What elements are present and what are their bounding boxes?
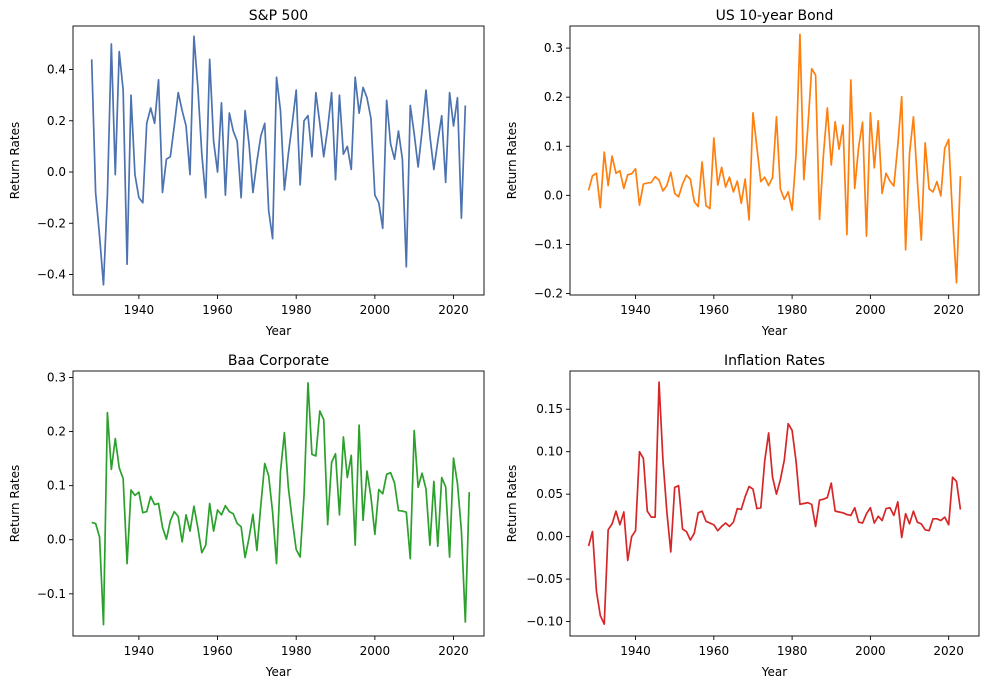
x-tick-label: 2000 bbox=[855, 303, 886, 317]
y-tick-label: 0.0 bbox=[47, 533, 66, 547]
axes-frame bbox=[569, 370, 980, 637]
series-line bbox=[587, 381, 962, 625]
x-tick-label: 1960 bbox=[202, 303, 233, 317]
series-line bbox=[90, 35, 467, 286]
y-axis-label: Return Rates bbox=[505, 465, 519, 542]
y-tick-label: 0.2 bbox=[544, 90, 563, 104]
x-tick-label: 1940 bbox=[620, 303, 651, 317]
y-tick-label: 0.2 bbox=[47, 425, 66, 439]
y-tick-label: 0.3 bbox=[47, 370, 66, 384]
chart-title: US 10-year Bond bbox=[716, 8, 834, 24]
y-tick-label: −0.1 bbox=[37, 587, 66, 601]
subplot-3: 1940 1960 1980 2000 2020 −0.1 0.0 0.1 0.2 0.3 Baa … bbox=[8, 353, 485, 679]
x-tick-label: 1980 bbox=[777, 303, 808, 317]
y-axis-label: Return Rates bbox=[8, 122, 22, 199]
x-tick-label: 1960 bbox=[202, 644, 233, 658]
series-line bbox=[91, 382, 471, 626]
x-axis-label: Year bbox=[265, 665, 291, 679]
y-tick-label: 0.1 bbox=[544, 139, 563, 153]
x-tick-label: 2020 bbox=[438, 303, 469, 317]
y-tick-label: 0.0 bbox=[47, 165, 66, 179]
y-tick-label: 0.10 bbox=[536, 445, 563, 459]
y-tick-label: −0.05 bbox=[526, 572, 563, 586]
x-tick-label: 2020 bbox=[933, 644, 964, 658]
x-tick-label: 1940 bbox=[620, 644, 651, 658]
axes-frame bbox=[569, 25, 980, 296]
y-tick-label: 0.15 bbox=[536, 402, 563, 416]
axes-frame bbox=[72, 25, 485, 296]
y-tick-label: −0.4 bbox=[37, 268, 66, 282]
y-tick-label: 0.0 bbox=[544, 188, 563, 202]
y-tick-label: 0.3 bbox=[544, 41, 563, 55]
axes-frame bbox=[72, 370, 485, 637]
x-tick-label: 2020 bbox=[438, 644, 469, 658]
y-tick-label: 0.1 bbox=[47, 479, 66, 493]
y-tick-label: 0.00 bbox=[536, 530, 563, 544]
x-tick-label: 1960 bbox=[699, 644, 730, 658]
series-line bbox=[587, 33, 962, 284]
x-tick-label: 1980 bbox=[281, 644, 312, 658]
y-tick-label: −0.1 bbox=[534, 237, 563, 251]
subplot-4: 1940 1960 1980 2000 2020 −0.10 −0.05 0.00 0.05 0.… bbox=[505, 353, 980, 679]
y-tick-label: −0.2 bbox=[37, 216, 66, 230]
x-tick-label: 2000 bbox=[855, 644, 886, 658]
y-tick-label: −0.2 bbox=[534, 287, 563, 301]
subplot-2: 1940 1960 1980 2000 2020 −0.2 −0.1 0.0 0.1 0.2 0.3… bbox=[505, 8, 980, 338]
x-tick-label: 1960 bbox=[699, 303, 730, 317]
y-tick-label: 0.4 bbox=[47, 63, 66, 77]
y-tick-label: −0.10 bbox=[526, 615, 563, 629]
x-tick-label: 2020 bbox=[933, 303, 964, 317]
subplot-1: 1940 1960 1980 2000 2020 −0.4 −0.2 0.0 0.2 0.4 S&P… bbox=[8, 8, 485, 338]
chart-title: Inflation Rates bbox=[724, 353, 825, 369]
x-axis-label: Year bbox=[761, 665, 787, 679]
y-axis-label: Return Rates bbox=[8, 465, 22, 542]
y-axis-label: Return Rates bbox=[505, 122, 519, 199]
y-tick-label: 0.05 bbox=[536, 487, 563, 501]
x-tick-label: 1980 bbox=[777, 644, 808, 658]
x-tick-label: 2000 bbox=[360, 303, 391, 317]
x-axis-label: Year bbox=[265, 324, 291, 338]
x-tick-label: 2000 bbox=[360, 644, 391, 658]
x-tick-label: 1940 bbox=[124, 303, 155, 317]
chart-title: Baa Corporate bbox=[228, 353, 329, 369]
x-axis-label: Year bbox=[761, 324, 787, 338]
x-tick-label: 1940 bbox=[124, 644, 155, 658]
y-tick-label: 0.2 bbox=[47, 114, 66, 128]
chart-title: S&P 500 bbox=[249, 8, 308, 24]
x-tick-label: 1980 bbox=[281, 303, 312, 317]
